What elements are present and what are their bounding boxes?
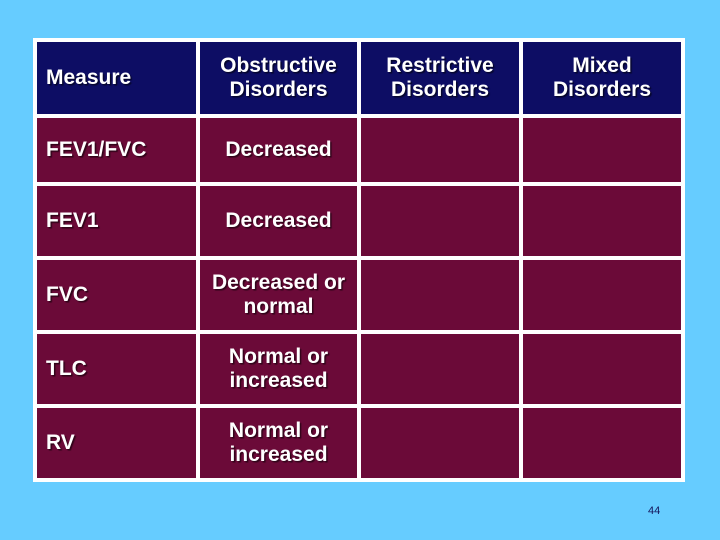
header-obstructive-disorders: Obstructive Disorders bbox=[200, 42, 357, 114]
restrictive-value-cell bbox=[361, 260, 519, 330]
table-row: FEV1 Decreased bbox=[37, 186, 681, 256]
pulmonary-function-table: Measure Obstructive Disorders Restrictiv… bbox=[33, 38, 685, 482]
measure-label-cell: RV bbox=[37, 408, 196, 478]
measure-label-cell: TLC bbox=[37, 334, 196, 404]
obstructive-value-cell: Decreased bbox=[200, 186, 357, 256]
restrictive-value-cell bbox=[361, 408, 519, 478]
mixed-value-cell bbox=[523, 260, 681, 330]
mixed-value-cell bbox=[523, 118, 681, 182]
restrictive-value-cell bbox=[361, 118, 519, 182]
obstructive-value-cell: Normal or increased bbox=[200, 408, 357, 478]
table-row: RV Normal or increased bbox=[37, 408, 681, 478]
measure-label-cell: FVC bbox=[37, 260, 196, 330]
mixed-value-cell bbox=[523, 186, 681, 256]
header-measure: Measure bbox=[37, 42, 196, 114]
measure-label-cell: FEV1/FVC bbox=[37, 118, 196, 182]
table-header-row: Measure Obstructive Disorders Restrictiv… bbox=[37, 42, 681, 114]
restrictive-value-cell bbox=[361, 334, 519, 404]
obstructive-value-cell: Normal or increased bbox=[200, 334, 357, 404]
table-row: FEV1/FVC Decreased bbox=[37, 118, 681, 182]
table-row: TLC Normal or increased bbox=[37, 334, 681, 404]
table-row: FVC Decreased or normal bbox=[37, 260, 681, 330]
mixed-value-cell bbox=[523, 334, 681, 404]
header-restrictive-disorders: Restrictive Disorders bbox=[361, 42, 519, 114]
obstructive-value-cell: Decreased or normal bbox=[200, 260, 357, 330]
measure-label-cell: FEV1 bbox=[37, 186, 196, 256]
restrictive-value-cell bbox=[361, 186, 519, 256]
mixed-value-cell bbox=[523, 408, 681, 478]
header-mixed-disorders: Mixed Disorders bbox=[523, 42, 681, 114]
page-number: 44 bbox=[648, 505, 661, 517]
obstructive-value-cell: Decreased bbox=[200, 118, 357, 182]
